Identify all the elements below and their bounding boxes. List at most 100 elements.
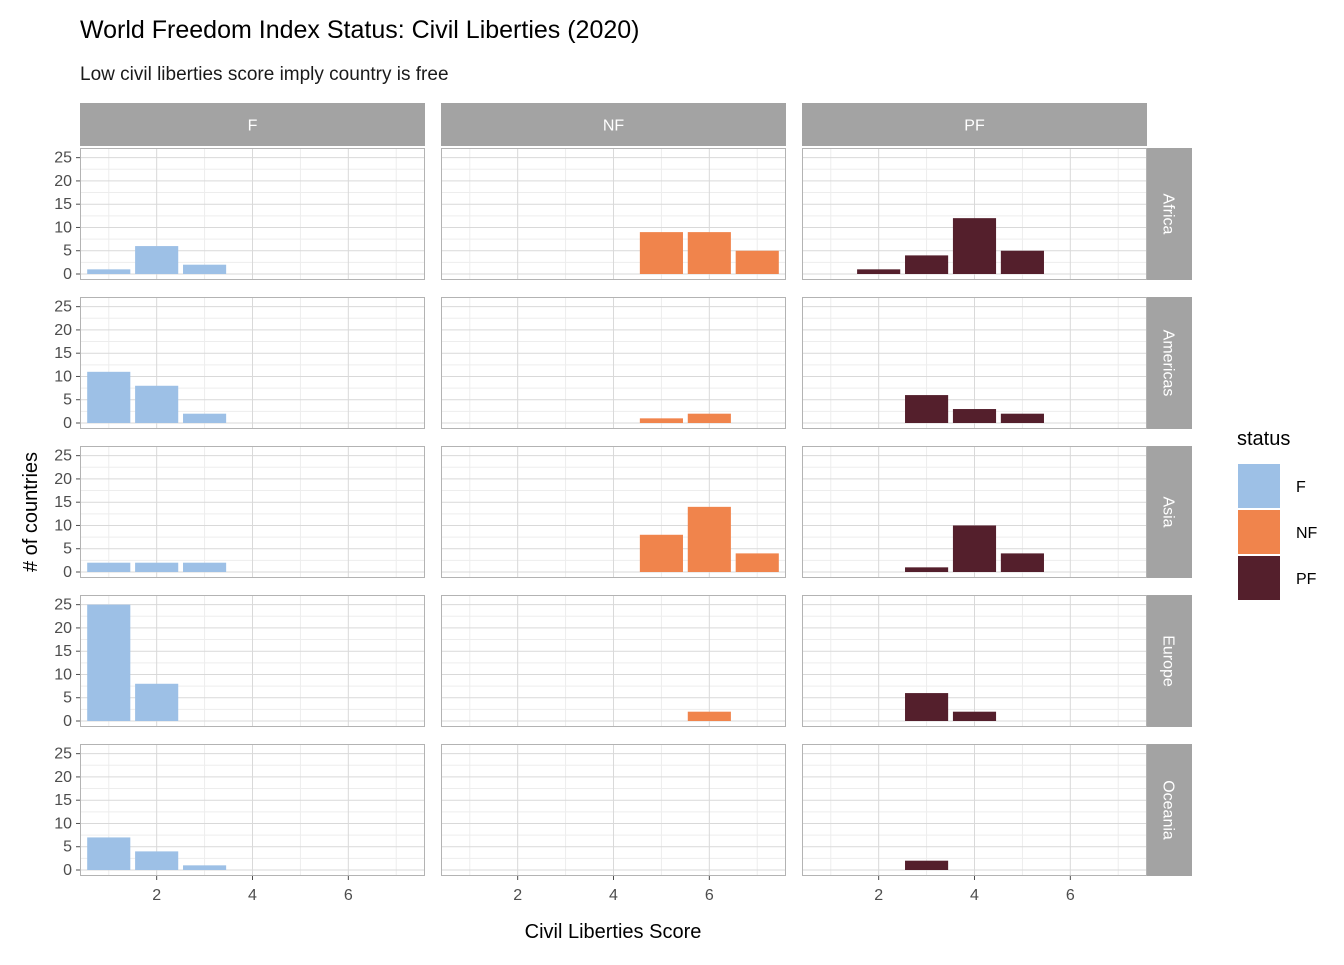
legend-key-f (1238, 464, 1280, 508)
y-tick-label: 25 (54, 746, 72, 763)
y-tick-label: 0 (63, 713, 72, 730)
y-tick-label: 20 (54, 322, 72, 339)
panel-border (80, 297, 425, 429)
bar (687, 711, 731, 721)
y-tick-label: 0 (63, 862, 72, 879)
facet-strip-nf (441, 103, 786, 146)
bar (639, 534, 683, 572)
panel-americas-pf (802, 297, 1147, 429)
bar (735, 250, 779, 274)
legend-key-nf (1238, 510, 1280, 554)
y-tick-label: 10 (54, 219, 72, 236)
bar (87, 562, 131, 572)
bar (135, 562, 179, 572)
x-tick-label: 2 (152, 887, 161, 904)
panel-asia-nf (441, 446, 786, 578)
y-tick-label: 15 (54, 345, 72, 362)
panel-border (802, 446, 1147, 578)
bar (639, 418, 683, 423)
x-axis-title: Civil Liberties Score (525, 921, 702, 943)
facet-strip-label: Asia (1160, 496, 1177, 527)
bar (905, 567, 949, 572)
facet-strip-pf (802, 103, 1147, 146)
bar (135, 851, 179, 870)
facet-strip-f (80, 103, 425, 146)
bar (87, 269, 131, 274)
facet-panels: F NF PF Africa Americas Asia Europe Oceania 0 5 10… (54, 103, 1192, 904)
panel-border (802, 148, 1147, 280)
legend-label: F (1296, 479, 1306, 496)
panel-border (802, 744, 1147, 876)
panel-asia-pf (802, 446, 1147, 578)
panel-border (441, 744, 786, 876)
bar (1000, 250, 1044, 274)
facet-strip-oceania (1147, 744, 1192, 876)
y-tick-label: 15 (54, 494, 72, 511)
facet-strip-label: Americas (1160, 330, 1177, 397)
bar (183, 413, 227, 423)
y-tick-label: 25 (54, 150, 72, 167)
x-tick-label: 4 (609, 887, 618, 904)
bar (135, 385, 179, 423)
y-tick-label: 0 (63, 415, 72, 432)
y-tick-label: 10 (54, 666, 72, 683)
bar (135, 246, 179, 274)
panel-border (802, 595, 1147, 727)
panel-border (441, 446, 786, 578)
bar (952, 711, 997, 721)
panel-europe-f: 0 5 10 15 20 25 (54, 595, 425, 730)
bar (687, 506, 731, 572)
panel-border (441, 297, 786, 429)
y-tick-label: 25 (54, 448, 72, 465)
y-tick-label: 0 (63, 266, 72, 283)
panel-border (441, 595, 786, 727)
bar (905, 255, 949, 274)
y-tick-label: 20 (54, 769, 72, 786)
facet-strip-africa (1147, 148, 1192, 280)
x-tick-label: 4 (970, 887, 979, 904)
x-tick-label: 6 (1066, 887, 1075, 904)
facet-strip-label: PF (964, 118, 985, 135)
facet-strip-label: Europe (1160, 635, 1177, 687)
panel-americas-f: 0 5 10 15 20 25 (54, 297, 425, 432)
bar (857, 269, 901, 274)
panel-border (80, 148, 425, 280)
y-tick-label: 10 (54, 815, 72, 832)
bar (952, 409, 997, 423)
y-tick-label: 20 (54, 620, 72, 637)
x-tick-label: 2 (513, 887, 522, 904)
panel-asia-f: 0 5 10 15 20 25 (54, 446, 425, 581)
facet-strip-asia (1147, 446, 1192, 578)
panel-oceania-nf: 2 4 6 (441, 744, 786, 904)
facet-strip-label: Oceania (1160, 780, 1177, 840)
bar (87, 604, 131, 721)
legend: status F NF PF (1237, 428, 1318, 600)
legend-title: status (1237, 428, 1290, 450)
y-tick-label: 0 (63, 564, 72, 581)
bar (87, 837, 131, 870)
y-tick-label: 10 (54, 368, 72, 385)
bar (639, 232, 683, 274)
x-tick-label: 6 (705, 887, 714, 904)
y-tick-label: 20 (54, 471, 72, 488)
panel-border (802, 297, 1147, 429)
legend-label: NF (1296, 525, 1318, 542)
panel-oceania-pf: 2 4 6 (802, 744, 1147, 904)
panel-border (80, 744, 425, 876)
panel-border (441, 148, 786, 280)
panel-border (80, 446, 425, 578)
facet-strip-label: F (248, 118, 258, 135)
bar (905, 693, 949, 721)
bar (952, 218, 997, 274)
panel-border (80, 595, 425, 727)
panel-africa-f: 0 5 10 15 20 25 (54, 148, 425, 283)
y-tick-label: 5 (63, 541, 72, 558)
y-tick-label: 5 (63, 243, 72, 260)
x-tick-label: 4 (248, 887, 257, 904)
y-tick-label: 25 (54, 299, 72, 316)
y-tick-label: 5 (63, 839, 72, 856)
bar (183, 865, 227, 870)
bar (1000, 413, 1044, 423)
panel-americas-nf (441, 297, 786, 429)
